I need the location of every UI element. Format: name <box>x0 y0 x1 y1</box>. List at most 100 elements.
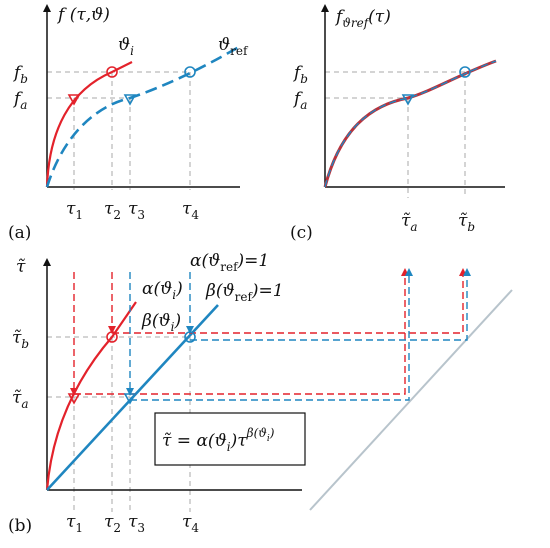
label-part: ) <box>175 279 183 299</box>
x-label: τ4 <box>182 512 199 535</box>
label-base: τ̃ <box>401 211 411 231</box>
label-sub: a <box>410 220 417 234</box>
label-sub: b <box>300 72 308 86</box>
label-sub: 3 <box>137 521 145 535</box>
x-label: τ2 <box>104 199 121 222</box>
arrow <box>190 268 471 341</box>
label-base: τ̃ <box>458 211 468 231</box>
label-sub: i <box>130 44 134 58</box>
y-label: fb <box>12 63 28 86</box>
curve-label: ϑref <box>218 35 249 58</box>
label-sub: 4 <box>191 521 199 535</box>
y-axis-label: f (τ,ϑ) <box>56 5 110 25</box>
curve-label: α(ϑref)=1 <box>190 251 269 274</box>
identity-line <box>309 289 513 511</box>
marker-b <box>106 66 118 78</box>
label-base: ϑ <box>118 35 130 55</box>
curve-label: α(ϑi) <box>142 279 183 302</box>
label-base: τ <box>66 512 76 532</box>
marker-a <box>123 393 137 405</box>
panel-b: τ̃ = α(ϑi)τβ(ϑi) τ̃ α(ϑi) β(ϑi) α(ϑref)=… <box>8 251 513 536</box>
formula-part: ) <box>269 426 275 440</box>
panel-tag: (c) <box>290 223 313 243</box>
curve-ref <box>45 43 243 188</box>
formula-part: )τ <box>230 431 248 451</box>
label-base: τ <box>182 512 192 532</box>
marker-a <box>401 94 415 106</box>
panel-tag: (b) <box>8 516 32 536</box>
label-sub: b <box>467 220 475 234</box>
guides <box>47 336 191 512</box>
formula-part: β(ϑ <box>246 426 268 440</box>
formula-part: i <box>267 434 270 444</box>
curve-label: β(ϑref)=1 <box>205 281 284 304</box>
marker-b <box>459 66 471 78</box>
label-base: τ <box>128 512 138 532</box>
marker-a <box>123 94 137 106</box>
panel-a: f (τ,ϑ) ϑi ϑref fb fa τ1 τ2 τ3 τ4 (a) <box>8 4 249 243</box>
label-part: β(ϑ <box>205 281 235 301</box>
label-part: ref <box>235 290 254 304</box>
arrow <box>112 268 467 334</box>
label-base: τ <box>128 199 138 219</box>
x-label: τ1 <box>66 512 83 535</box>
x-label: τ3 <box>128 512 145 535</box>
formula-part: τ̃ = α(ϑ <box>162 431 227 451</box>
label-sub: a <box>21 397 28 411</box>
y-label: fa <box>292 89 307 112</box>
label-sub: 2 <box>113 521 121 535</box>
y-label: fa <box>12 89 27 112</box>
y-label: τ̃a <box>12 388 29 411</box>
label-base: f <box>12 63 23 83</box>
marker-b <box>184 331 196 343</box>
label-base: τ <box>66 199 76 219</box>
curve-label: ϑi <box>118 35 134 58</box>
panel-tag: (a) <box>8 223 31 243</box>
label-sub: 1 <box>75 521 83 535</box>
label-sub: a <box>300 98 307 112</box>
label-sub: 2 <box>113 208 121 222</box>
label-sub: a <box>20 98 27 112</box>
label-sub: 3 <box>137 208 145 222</box>
marker-a <box>67 393 81 405</box>
label-base: f <box>292 63 303 83</box>
label-base: ϑ <box>218 35 230 55</box>
label-part: )=1 <box>251 281 284 301</box>
label-base: f <box>334 7 345 27</box>
arrow <box>130 268 413 401</box>
label-sub: ref <box>230 44 249 58</box>
arrow <box>74 268 409 395</box>
marker-b <box>184 66 196 78</box>
x-label: τ2 <box>104 512 121 535</box>
label-after: (τ) <box>368 7 391 27</box>
label-base: f <box>292 89 303 109</box>
label-base: τ̃ <box>12 388 22 408</box>
label-base: f <box>12 89 23 109</box>
guides <box>325 71 466 198</box>
marker-b <box>106 331 118 343</box>
x-label: τ̃b <box>458 211 475 234</box>
x-label: τ4 <box>182 199 199 222</box>
marker-a <box>67 94 81 106</box>
curve <box>323 59 497 188</box>
y-label: τ̃b <box>12 328 29 351</box>
label-base: τ <box>104 512 114 532</box>
curve-alpha <box>45 301 137 491</box>
y-axis-label: fϑref(τ) <box>334 7 391 30</box>
formula-box <box>154 412 306 466</box>
label-part: β(ϑ <box>141 311 171 331</box>
label-sub: 1 <box>75 208 83 222</box>
curve-i <box>45 61 133 188</box>
label-sub: b <box>20 72 28 86</box>
y-label: fb <box>292 63 308 86</box>
label-part: i <box>172 288 176 302</box>
label-part: α(ϑ <box>190 251 220 271</box>
label-sub: 4 <box>191 208 199 222</box>
label-base: τ <box>182 199 192 219</box>
label-part: ref <box>220 260 239 274</box>
label-base: τ <box>104 199 114 219</box>
x-label: τ1 <box>66 199 83 222</box>
label-base: τ̃ <box>12 328 22 348</box>
y-axis-label: τ̃ <box>16 257 26 277</box>
